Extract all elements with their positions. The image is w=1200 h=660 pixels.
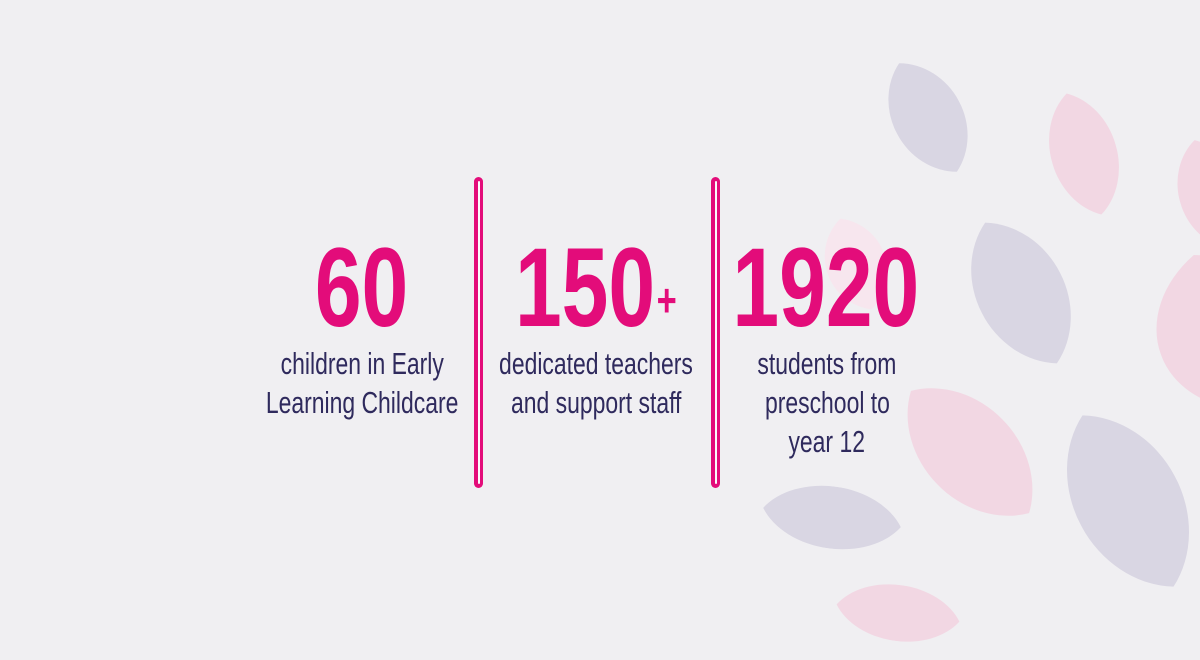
stat-children-childcare: 60 children in Early Learning Childcare: [222, 232, 502, 422]
leaf-shape: [1165, 132, 1200, 257]
stat-value: 60: [222, 232, 502, 344]
leaf-shape: [868, 47, 988, 188]
stat-label-line: and support staff: [510, 385, 682, 420]
stat-students: 1920 students from preschool to year 12: [687, 232, 967, 461]
stat-label-line: preschool to: [764, 385, 890, 420]
stat-label-line: dedicated teachers: [499, 346, 693, 381]
stat-label: dedicated teachers and support staff: [456, 344, 736, 422]
stat-label-line: Learning Childcare: [265, 385, 459, 420]
leaf-shape: [946, 203, 1096, 384]
leaf-shape: [833, 577, 964, 650]
stat-suffix: +: [656, 274, 677, 326]
leaf-shape: [1133, 233, 1200, 433]
stat-value: 1920: [687, 232, 967, 344]
leaf-shape: [1036, 390, 1200, 611]
leaf-shape: [1035, 84, 1133, 223]
leaf-shape: [759, 477, 905, 558]
stat-label-line: children in Early: [280, 346, 444, 381]
stat-label-line: students from: [757, 346, 897, 381]
stat-divider: [474, 177, 483, 488]
stat-label: students from preschool to year 12: [687, 344, 967, 461]
stat-divider: [711, 177, 720, 488]
stat-label: children in Early Learning Childcare: [222, 344, 502, 422]
stat-number-text: 60: [314, 225, 408, 350]
stat-teachers-staff: 150+ dedicated teachers and support staf…: [456, 232, 736, 422]
stat-number-text: 1920: [732, 225, 920, 350]
stat-number-text: 150: [515, 225, 656, 350]
leaf-shape: [878, 359, 1062, 545]
leaf-shape: [812, 209, 900, 319]
stat-value: 150+: [456, 232, 736, 344]
stat-label-line: year 12: [788, 424, 866, 459]
